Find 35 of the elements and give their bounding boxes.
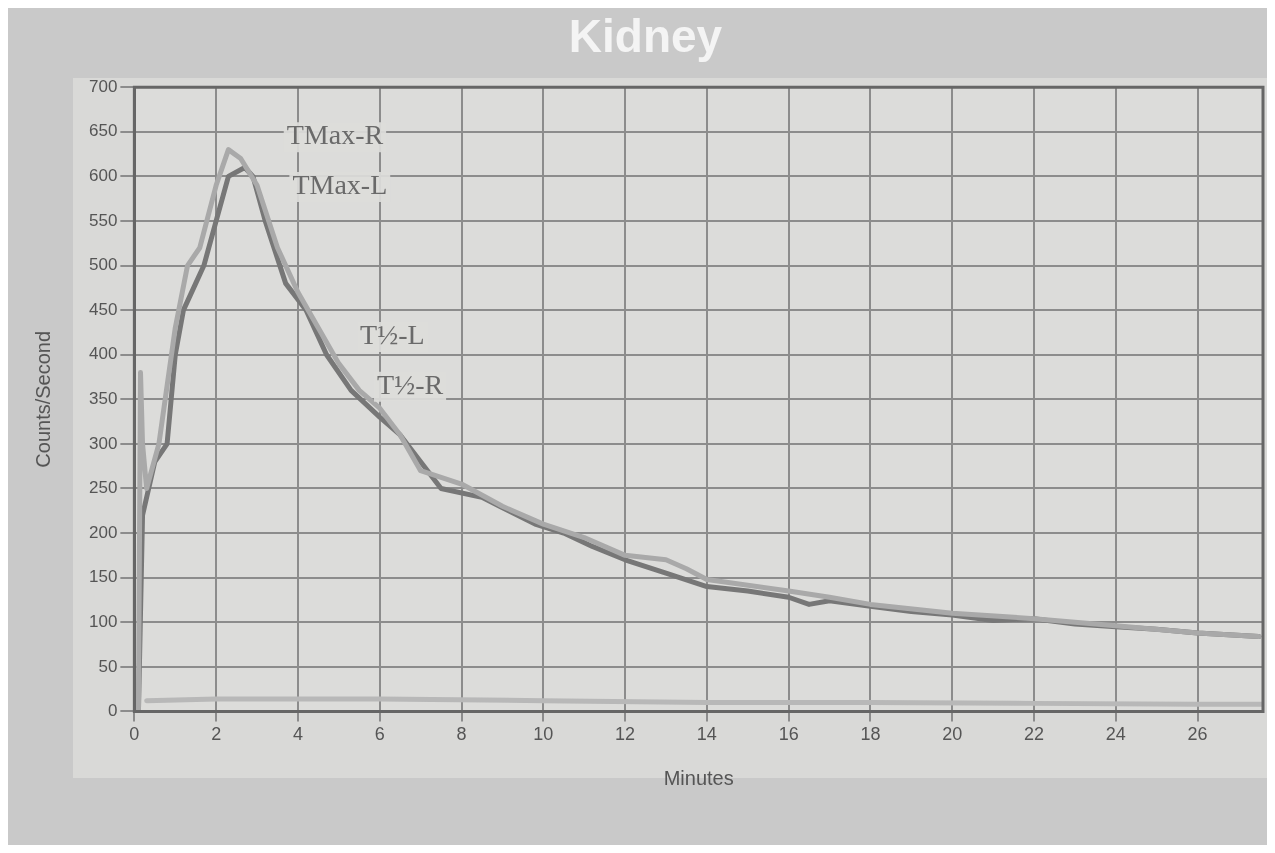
y-tick-label: 700 xyxy=(88,76,118,96)
y-tick-label: 150 xyxy=(88,567,118,587)
y-tick-label: 300 xyxy=(88,433,118,453)
y-tick-label: 0 xyxy=(107,701,118,721)
annotation: TMax-R xyxy=(286,119,384,151)
x-tick-label: 26 xyxy=(1187,724,1208,745)
y-tick-label: 450 xyxy=(88,299,118,319)
y-tick-label: 50 xyxy=(98,656,118,676)
y-tick-label: 650 xyxy=(88,121,118,141)
x-tick-label: 20 xyxy=(942,724,963,745)
x-tick-label: 14 xyxy=(696,724,717,745)
x-tick-label: 24 xyxy=(1105,724,1126,745)
y-tick-label: 400 xyxy=(88,344,118,364)
x-tick-label: 8 xyxy=(456,724,467,745)
x-axis-title: Minutes xyxy=(663,766,734,789)
y-tick-label: 200 xyxy=(88,522,118,542)
x-tick-label: 6 xyxy=(374,724,385,745)
y-tick-label: 500 xyxy=(88,255,118,275)
annotation: T½-R xyxy=(377,369,444,401)
x-tick-label: 2 xyxy=(211,724,222,745)
annotation: TMax-L xyxy=(292,169,388,201)
y-tick-label: 550 xyxy=(88,210,118,230)
annotation: T½-L xyxy=(360,319,425,351)
y-tick-label: 350 xyxy=(88,388,118,408)
x-tick-label: 16 xyxy=(778,724,799,745)
y-tick-label: 250 xyxy=(88,478,118,498)
x-tick-label: 0 xyxy=(129,724,140,745)
x-tick-label: 12 xyxy=(615,724,636,745)
y-tick-label: 100 xyxy=(88,611,118,631)
x-tick-label: 4 xyxy=(292,724,303,745)
x-tick-label: 10 xyxy=(533,724,554,745)
y-axis-title: Counts/Second xyxy=(31,330,54,468)
x-tick-label: 18 xyxy=(860,724,881,745)
x-tick-label: 22 xyxy=(1023,724,1045,745)
y-tick-label: 600 xyxy=(88,166,118,186)
